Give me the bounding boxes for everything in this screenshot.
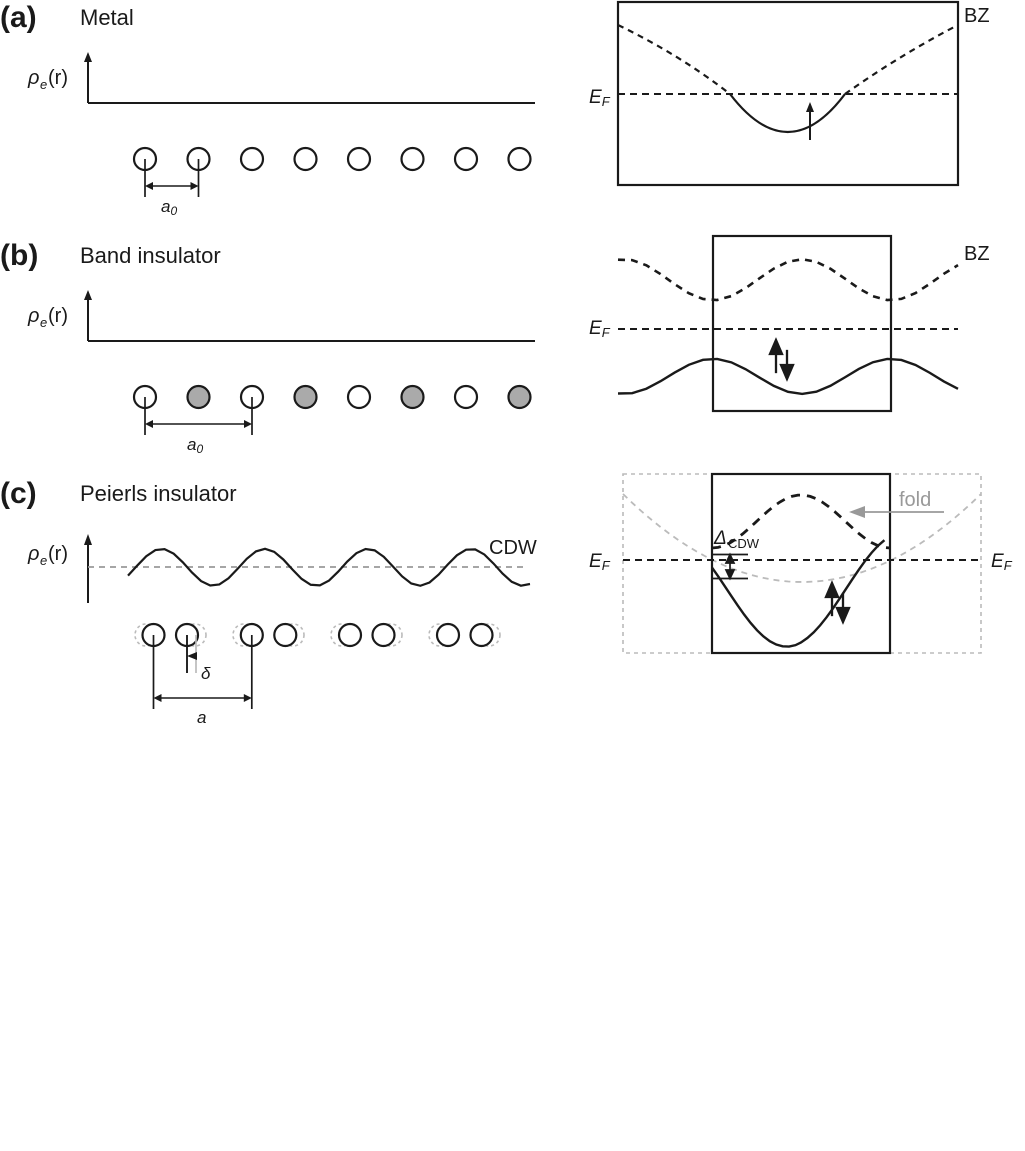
svg-text:Band insulator: Band insulator (80, 243, 221, 268)
svg-text:ρ: ρ (27, 67, 39, 89)
svg-text:e: e (40, 553, 47, 568)
svg-text:Δ: Δ (713, 528, 727, 549)
svg-text:ρ: ρ (27, 305, 39, 327)
svg-text:Metal: Metal (80, 5, 134, 30)
svg-text:(c): (c) (0, 477, 37, 510)
svg-text:Peierls insulator: Peierls insulator (80, 481, 237, 506)
svg-text:(b): (b) (0, 239, 38, 272)
svg-text:BZ: BZ (964, 243, 990, 265)
svg-text:CDW: CDW (489, 537, 537, 559)
svg-text:e: e (40, 315, 47, 330)
svg-text:a: a (197, 708, 206, 727)
svg-text:e: e (40, 77, 47, 92)
svg-text:fold: fold (899, 489, 931, 511)
svg-text:δ: δ (201, 664, 211, 683)
svg-text:(a): (a) (0, 1, 37, 34)
svg-text:ρ: ρ (27, 543, 39, 565)
svg-text:(r): (r) (48, 543, 68, 565)
svg-text:BZ: BZ (964, 5, 990, 27)
svg-text:(r): (r) (48, 305, 68, 327)
svg-text:(r): (r) (48, 67, 68, 89)
svg-text:CDW: CDW (728, 536, 760, 551)
